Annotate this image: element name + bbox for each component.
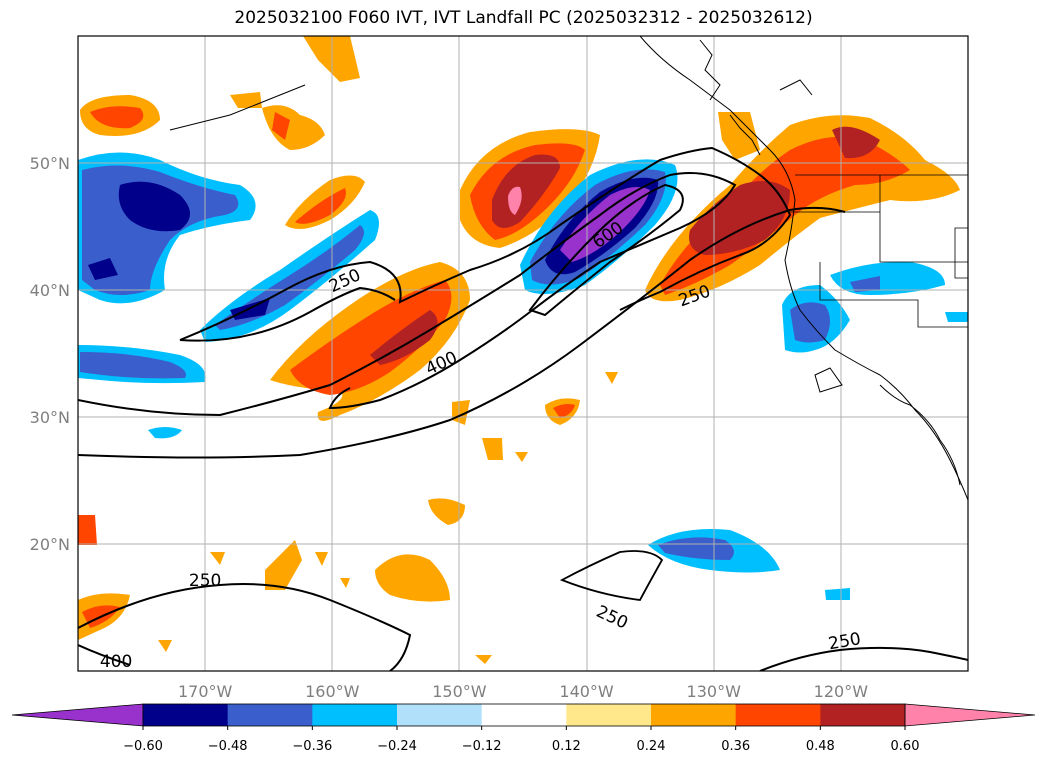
colorbar-extend-min [11, 703, 144, 727]
lon-tick-label: 160°W [305, 682, 360, 701]
lon-tick-label: 120°W [814, 682, 869, 701]
colorbar-tick-label: 0.12 [552, 739, 581, 754]
latitude-ticks: 20°N 30°N 40°N 50°N [30, 154, 70, 554]
contour-250-north [179, 146, 792, 341]
lat-tick-label: 50°N [30, 154, 70, 173]
colorbar-segment [227, 704, 313, 726]
map-frame [77, 35, 969, 672]
shaded-pc-field [78, 36, 968, 664]
colorbar-segment [820, 704, 906, 726]
contour-250-south [78, 583, 412, 671]
contour-400 [78, 172, 737, 417]
colorbar-frame [142, 703, 906, 727]
lon-tick-label: 130°W [687, 682, 742, 701]
lon-tick-label: 140°W [559, 682, 614, 701]
colorbar-tick-label: −0.60 [123, 739, 163, 754]
colorbar-segment [143, 704, 229, 726]
lat-tick-label: 20°N [30, 535, 70, 554]
colorbar-segment [566, 704, 652, 726]
contour-250-mid [78, 206, 846, 459]
lat-tick-label: 40°N [30, 281, 70, 300]
colorbar-tick-label: 0.60 [891, 739, 920, 754]
colorbar-segment [397, 704, 483, 726]
colorbar-segment [481, 704, 567, 726]
lon-tick-label: 170°W [178, 682, 233, 701]
colorbar-tick-label: −0.36 [292, 739, 332, 754]
colorbar-tick-label: −0.48 [208, 739, 248, 754]
lon-tick-label: 150°W [432, 682, 487, 701]
colorbar-tick-label: −0.24 [377, 739, 417, 754]
colorbar-tick-label: −0.12 [462, 739, 502, 754]
colorbar-segment [651, 704, 737, 726]
colorbar-tick-label: 0.36 [721, 739, 750, 754]
map-title: 2025032100 F060 IVT, IVT Landfall PC (20… [234, 8, 813, 28]
colorbar-segment [312, 704, 398, 726]
political-borders [790, 174, 968, 328]
longitude-ticks: 170°W 160°W 150°W 140°W 130°W 120°W [178, 682, 868, 701]
contour-label: 400 [100, 652, 132, 672]
coastlines [169, 36, 968, 601]
colorbar-segment [735, 704, 821, 726]
contour-600 [528, 183, 684, 317]
ivt-contours [78, 146, 968, 671]
colorbar: −0.60 −0.48 −0.36 −0.24 −0.12 0.12 0.24 0.36 0.4… [11, 703, 1036, 754]
colorbar-tick-label: 0.24 [637, 739, 666, 754]
colorbar-extend-max [904, 703, 1036, 727]
contour-label: 250 [189, 571, 221, 591]
colorbar-tick-label: 0.48 [806, 739, 835, 754]
lat-tick-label: 30°N [30, 408, 70, 427]
